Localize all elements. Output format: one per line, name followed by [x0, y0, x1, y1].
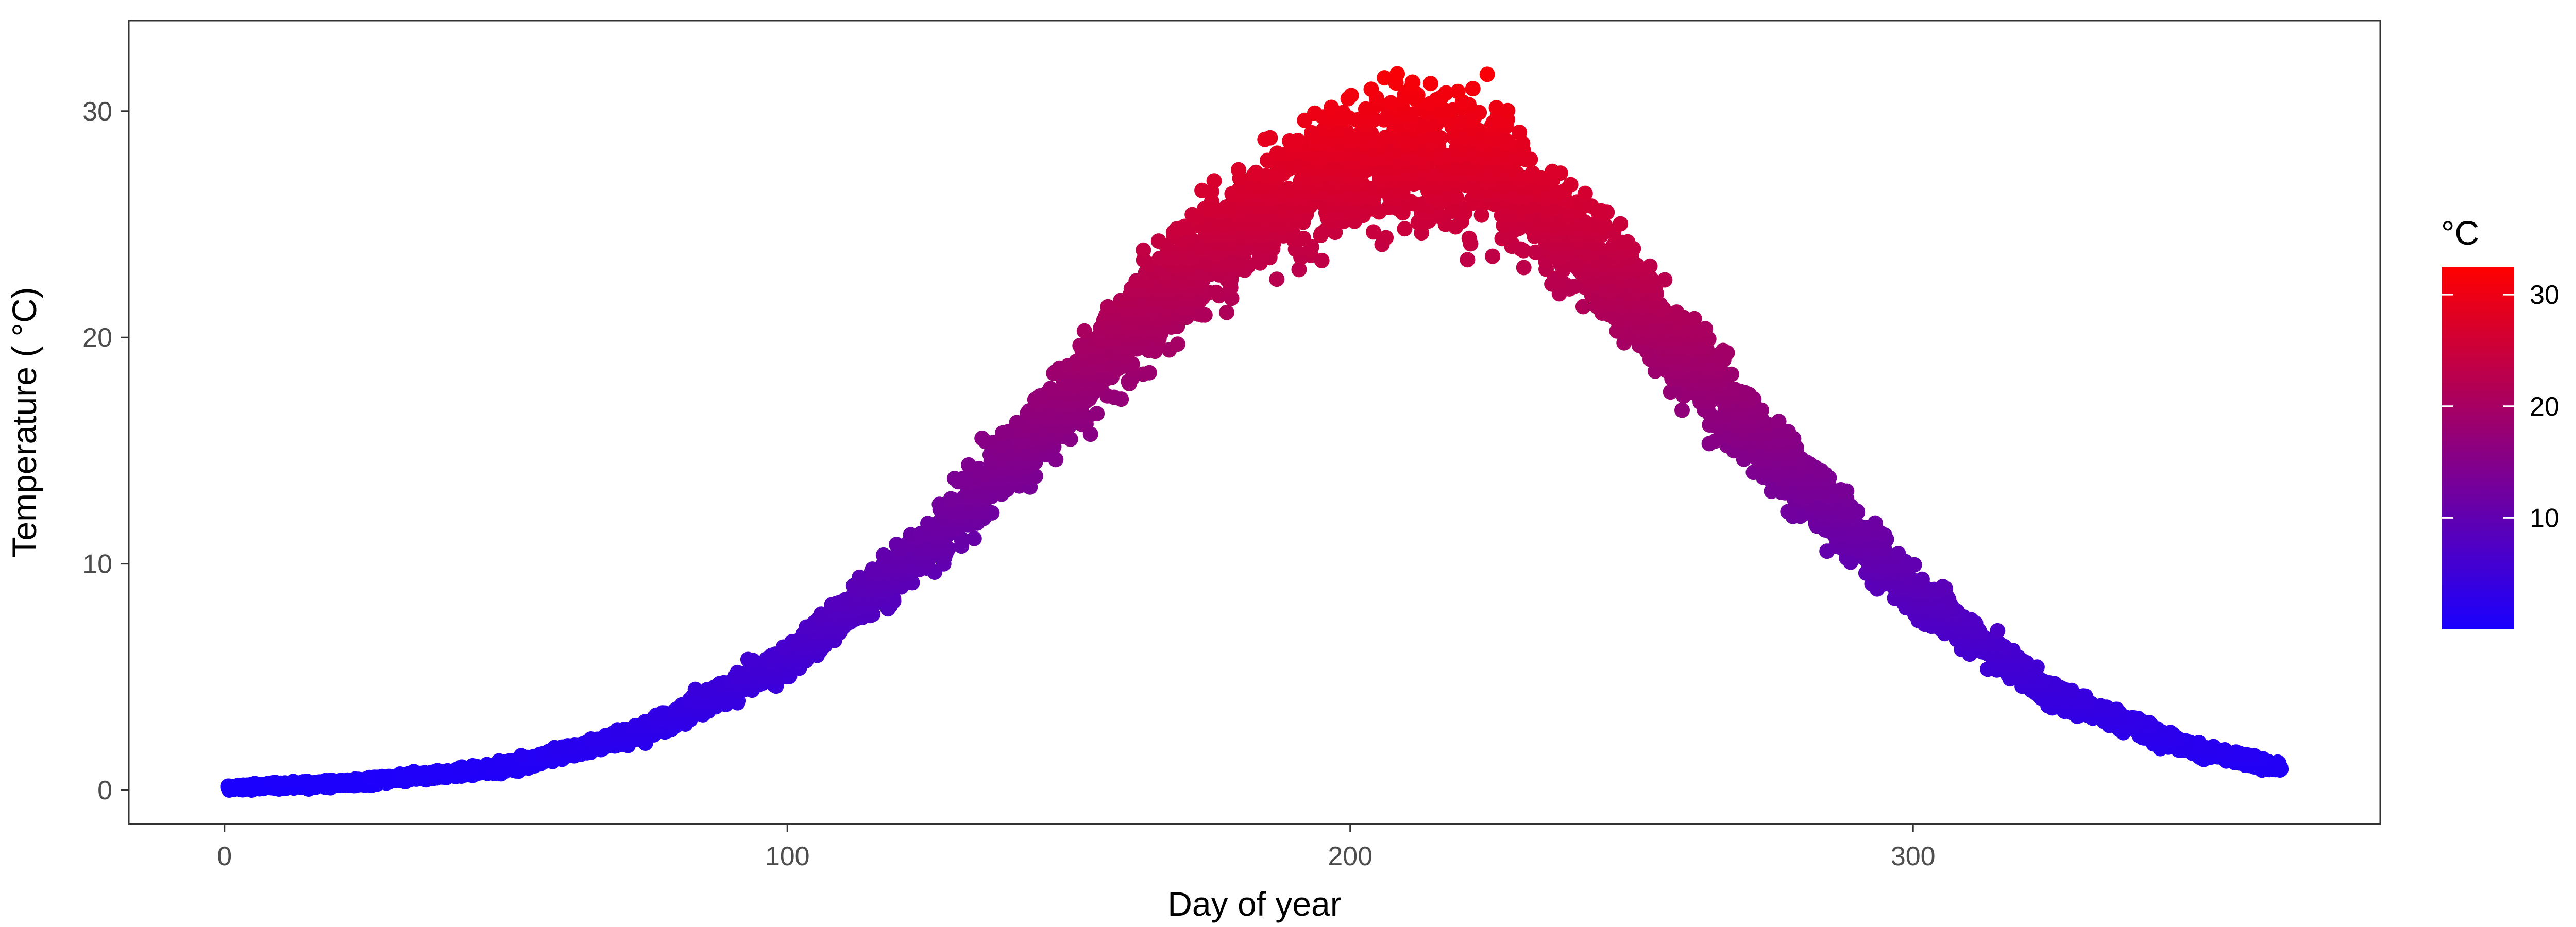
data-point: [1461, 230, 1477, 246]
data-point: [299, 774, 315, 789]
data-point: [966, 530, 982, 546]
data-point: [1150, 233, 1166, 249]
data-point: [430, 763, 446, 779]
data-point: [1460, 252, 1476, 268]
data-point: [875, 547, 891, 563]
data-point: [1707, 433, 1723, 449]
scatter-points: [220, 66, 2289, 798]
data-point: [1076, 323, 1092, 339]
data-point: [1170, 336, 1185, 352]
data-point: [1771, 414, 1787, 430]
data-point: [961, 457, 977, 473]
data-point: [1219, 304, 1234, 320]
data-point: [943, 491, 959, 507]
data-point: [1136, 242, 1151, 258]
data-point: [1991, 635, 2007, 650]
data-point: [1620, 234, 1636, 250]
data-point: [1935, 579, 1951, 595]
data-point: [1269, 271, 1285, 287]
data-point: [1141, 365, 1157, 381]
data-point: [687, 681, 703, 697]
data-point: [1516, 260, 1532, 276]
data-point: [730, 664, 745, 680]
data-point: [1208, 284, 1224, 300]
data-point: [1365, 224, 1381, 240]
data-point: [1042, 381, 1058, 397]
data-point: [1781, 424, 1797, 440]
data-point: [1669, 304, 1685, 320]
data-point: [479, 757, 495, 772]
data-point: [323, 772, 338, 788]
data-point: [2206, 739, 2222, 754]
data-point: [513, 748, 529, 764]
data-point: [1674, 402, 1690, 418]
data-point: [1657, 272, 1673, 288]
data-point: [955, 470, 971, 486]
data-point: [1833, 482, 1849, 497]
data-point: [1780, 504, 1796, 520]
data-point: [974, 431, 990, 446]
data-point: [267, 775, 283, 791]
data-point: [1867, 515, 1883, 531]
data-point: [1715, 342, 1731, 358]
data-point: [1914, 571, 1930, 587]
data-point: [1485, 248, 1501, 264]
data-point: [347, 771, 363, 787]
data-point: [740, 651, 756, 667]
data-point: [583, 731, 599, 747]
data-point: [247, 776, 263, 792]
data-point: [465, 758, 481, 774]
plot-panel: [128, 20, 2381, 825]
data-point: [406, 764, 422, 780]
data-point: [1990, 623, 2006, 639]
data-point: [1089, 406, 1105, 422]
data-point: [1397, 221, 1413, 237]
data-point: [931, 496, 947, 512]
data-point: [1890, 546, 1906, 562]
data-point: [852, 569, 868, 585]
data-point: [285, 774, 301, 789]
data-point: [654, 705, 670, 721]
